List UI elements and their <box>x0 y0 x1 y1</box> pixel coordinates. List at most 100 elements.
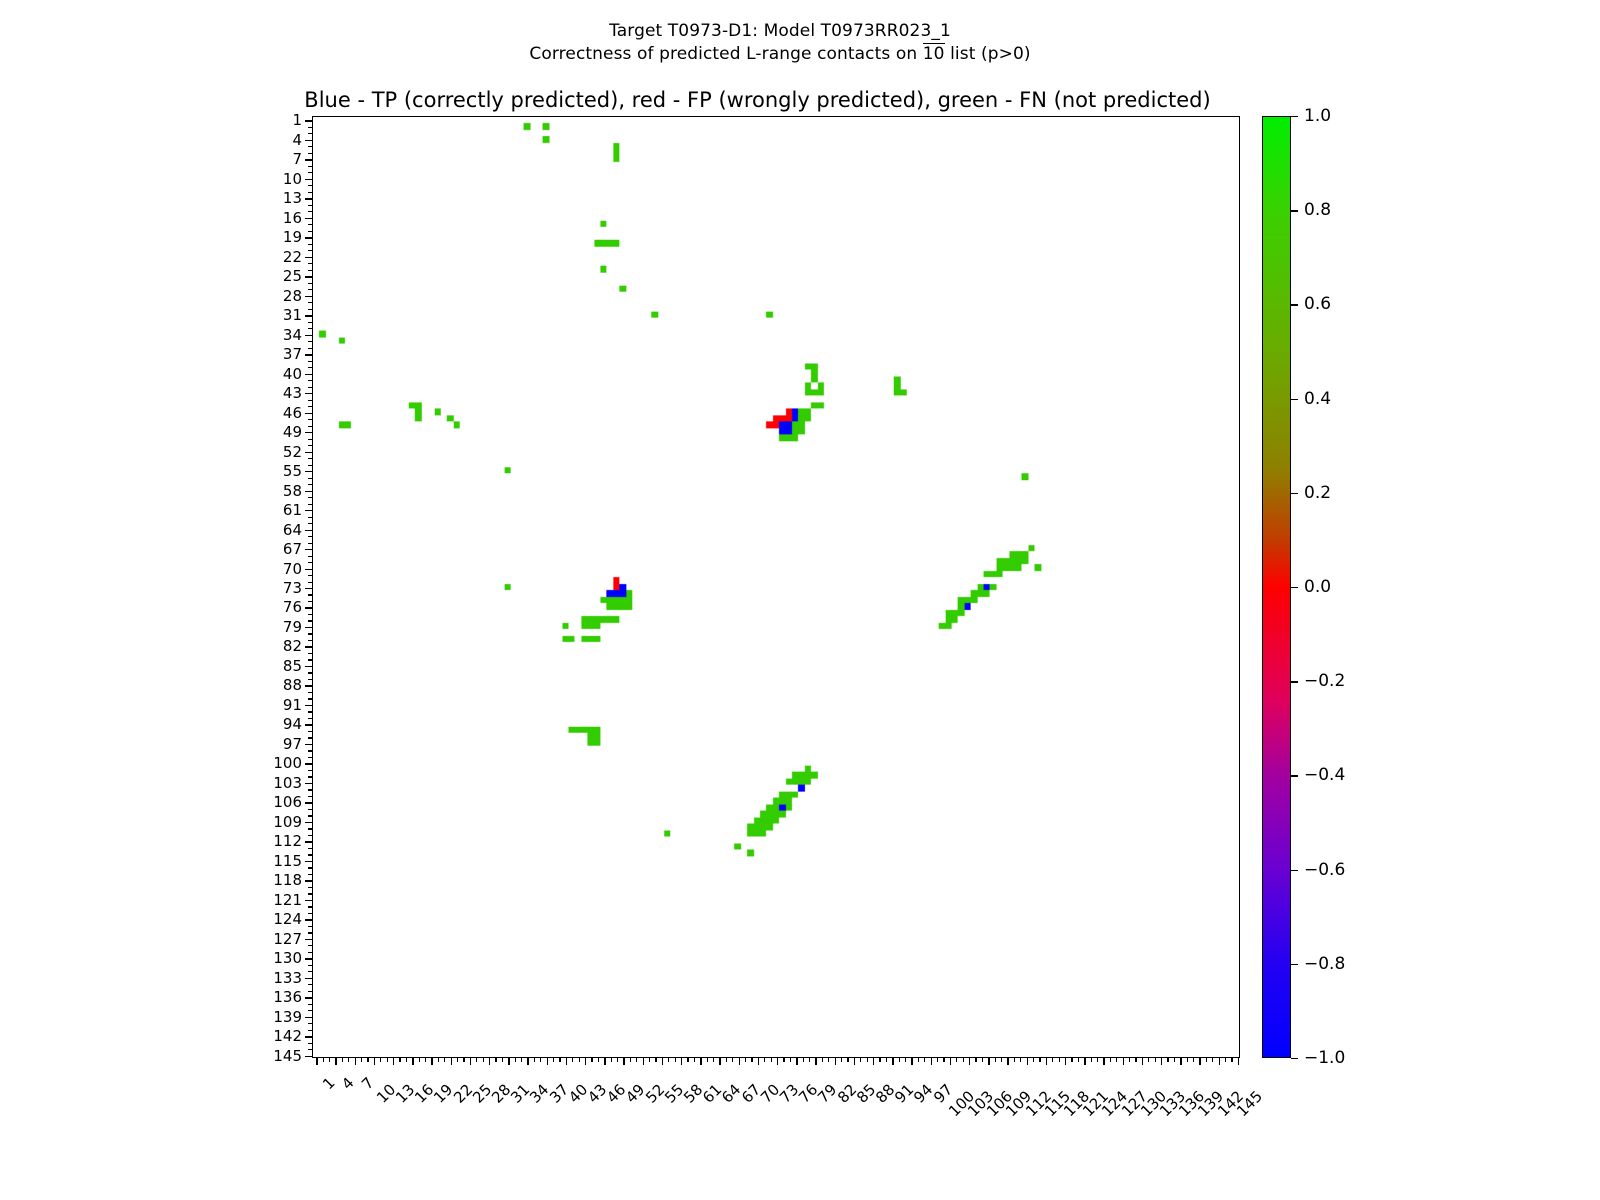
y-axis-minor-tick <box>308 146 313 148</box>
x-axis-minor-tick <box>1097 1057 1099 1062</box>
y-axis-minor-tick <box>308 172 313 174</box>
x-axis-major-tick <box>1084 1057 1086 1065</box>
y-axis-minor-tick <box>308 497 313 499</box>
y-axis-minor-tick <box>308 542 313 544</box>
x-axis-minor-tick <box>463 1057 465 1062</box>
y-axis-minor-tick <box>308 672 313 674</box>
x-axis-minor-tick <box>501 1057 503 1062</box>
y-axis-major-tick <box>305 510 313 512</box>
y-axis-minor-tick <box>308 341 313 343</box>
x-axis-major-tick <box>469 1057 472 1065</box>
x-axis-major-tick <box>393 1057 395 1065</box>
y-axis-tick-label: 133 <box>273 968 302 987</box>
x-axis-major-tick <box>527 1057 529 1065</box>
y-axis-tick-label: 4 <box>292 130 302 149</box>
y-axis-minor-tick <box>308 211 313 213</box>
y-axis-minor-tick <box>308 282 313 284</box>
y-axis-tick-label: 13 <box>282 189 302 208</box>
x-axis-minor-tick <box>956 1057 958 1062</box>
x-axis-minor-tick <box>399 1057 401 1062</box>
y-axis-minor-tick <box>308 438 313 440</box>
y-axis-minor-tick <box>308 730 313 733</box>
y-axis-major-tick <box>305 880 313 882</box>
x-axis-minor-tick <box>1001 1057 1003 1062</box>
y-axis-minor-tick <box>308 562 313 564</box>
y-axis-minor-tick <box>308 750 313 752</box>
colorbar-tick <box>1291 963 1298 966</box>
x-axis-minor-tick <box>341 1057 343 1062</box>
y-axis-major-tick <box>305 919 313 921</box>
x-axis-minor-tick <box>962 1057 964 1062</box>
x-axis-major-tick <box>642 1057 644 1065</box>
y-axis-minor-tick <box>308 600 313 603</box>
x-axis-minor-tick <box>367 1057 369 1062</box>
x-axis-major-tick <box>777 1057 779 1065</box>
x-axis-major-tick <box>546 1057 548 1065</box>
x-axis-minor-tick <box>482 1057 484 1062</box>
x-axis-minor-tick <box>1033 1057 1035 1062</box>
y-axis-major-tick <box>305 451 313 453</box>
y-axis-minor-tick <box>308 893 313 895</box>
x-axis-tick-label: 7 <box>357 1073 378 1094</box>
y-axis-minor-tick <box>308 769 313 772</box>
y-axis-minor-tick <box>308 808 313 811</box>
y-axis-minor-tick <box>308 204 313 206</box>
figure-title-block: Target T0973-D1: Model T0973RR023_1 Corr… <box>0 20 1560 66</box>
x-axis-minor-tick <box>783 1057 785 1062</box>
x-axis-minor-tick <box>514 1057 516 1062</box>
y-axis-minor-tick <box>308 873 313 876</box>
colorbar-tick <box>1291 304 1298 306</box>
y-axis-major-tick <box>305 549 313 551</box>
x-axis-major-tick <box>911 1057 913 1065</box>
y-axis-minor-tick <box>308 581 313 583</box>
y-axis-major-tick <box>305 139 313 142</box>
x-axis-major-tick <box>623 1057 625 1065</box>
y-axis-major-tick <box>305 938 313 941</box>
y-axis-major-tick <box>305 412 313 414</box>
x-axis-major-tick <box>489 1057 491 1065</box>
x-axis-major-tick <box>1218 1057 1220 1065</box>
y-axis-tick-label: 88 <box>282 676 302 695</box>
y-axis-major-tick <box>305 665 313 668</box>
x-axis-minor-tick <box>668 1057 670 1062</box>
y-axis-tick-label: 85 <box>282 656 302 675</box>
y-axis-minor-tick <box>308 575 313 577</box>
y-axis-minor-tick <box>308 328 313 330</box>
y-axis-major-tick <box>305 490 313 492</box>
x-axis-major-tick <box>1007 1057 1009 1065</box>
y-axis-minor-tick <box>308 971 313 973</box>
y-axis-tick-label: 112 <box>273 832 302 851</box>
x-axis-major-tick <box>1045 1057 1048 1065</box>
y-axis-tick-label: 70 <box>282 559 302 578</box>
x-axis-major-tick <box>1103 1057 1105 1065</box>
y-axis-tick-label: 118 <box>273 871 302 890</box>
colorbar-tick-label: 0.4 <box>1304 388 1332 409</box>
y-axis-major-tick <box>305 471 313 473</box>
y-axis-tick-label: 97 <box>282 734 302 753</box>
x-axis-major-tick <box>930 1057 932 1065</box>
y-axis-minor-tick <box>308 1029 313 1031</box>
x-axis-major-tick <box>1180 1057 1182 1065</box>
x-axis-minor-tick <box>809 1057 811 1062</box>
y-axis-tick-label: 76 <box>282 598 302 617</box>
y-axis-minor-tick <box>308 302 313 304</box>
x-axis-minor-tick <box>1231 1057 1233 1062</box>
y-axis-major-tick <box>305 958 313 960</box>
x-axis-major-tick <box>700 1057 702 1065</box>
y-axis-tick-label: 34 <box>282 325 302 344</box>
y-axis-major-tick <box>305 120 313 122</box>
y-axis-tick-label: 79 <box>282 617 302 636</box>
y-axis-minor-tick <box>308 594 313 596</box>
y-axis-minor-tick <box>308 386 313 388</box>
x-axis-minor-tick <box>847 1057 849 1062</box>
y-axis-tick-label: 103 <box>273 773 302 792</box>
x-axis-major-tick <box>412 1057 414 1065</box>
y-axis-tick-label: 28 <box>282 286 302 305</box>
y-axis-minor-tick <box>308 620 313 622</box>
x-axis-minor-tick <box>1039 1057 1041 1062</box>
y-axis-major-tick <box>305 432 313 434</box>
y-axis-major-tick <box>305 997 313 999</box>
x-axis-major-tick <box>757 1057 760 1065</box>
y-axis-minor-tick <box>308 912 313 914</box>
contact-map-canvas <box>313 117 1239 1057</box>
